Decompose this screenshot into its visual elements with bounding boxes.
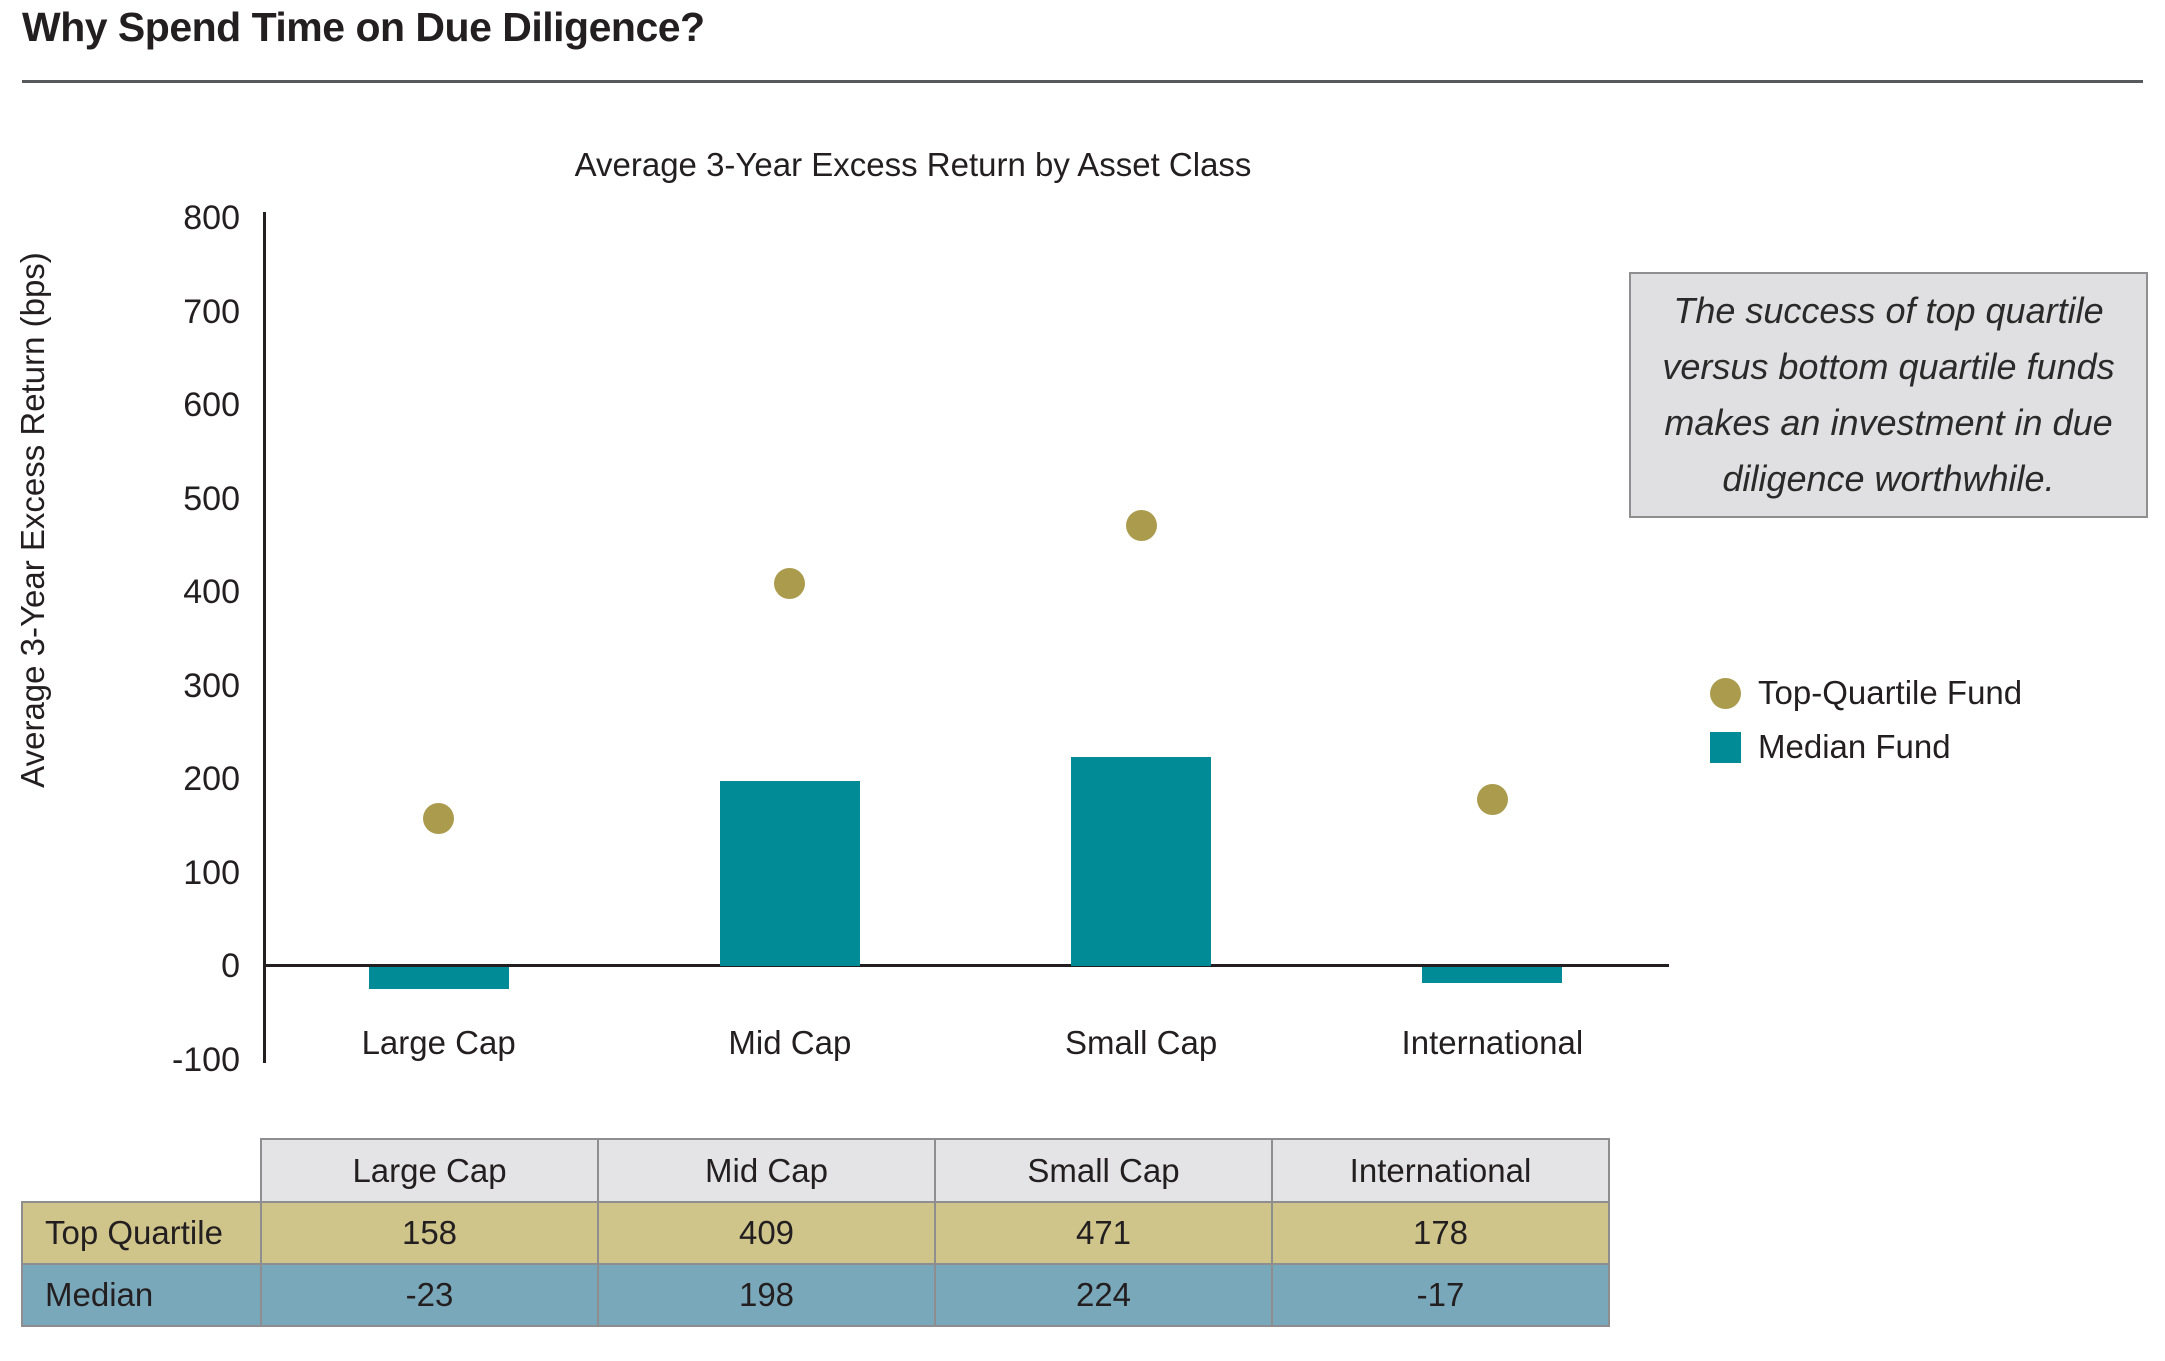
legend-label: Median Fund <box>1758 728 1951 765</box>
legend-circle-marker-icon <box>1710 677 1741 709</box>
legend-label: Top-Quartile Fund <box>1758 674 2023 711</box>
table-column-header-large-cap: Large Cap <box>260 1138 599 1203</box>
x-axis-label-international: International <box>1401 1024 1584 1061</box>
table-cell-top-quartile-mid-cap: 409 <box>597 1201 936 1265</box>
table-cell-top-quartile-international: 178 <box>1271 1201 1610 1265</box>
y-axis-tick-500: 500 <box>183 479 240 518</box>
y-axis-label: Average 3-Year Excess Return (bps) <box>14 252 51 788</box>
x-axis-zero-line <box>263 964 1669 967</box>
x-axis-label-small-cap: Small Cap <box>1065 1024 1218 1061</box>
table-cell-median-small-cap: 224 <box>934 1263 1273 1327</box>
y-axis-tick-0: 0 <box>221 947 240 985</box>
chart-title: Average 3-Year Excess Return by Asset Cl… <box>574 146 1252 183</box>
chart-legend: Top-Quartile Fund Median Fund <box>1710 674 2022 782</box>
x-axis-label-mid-cap: Mid Cap <box>728 1024 852 1061</box>
y-axis-tick-400: 400 <box>183 573 240 611</box>
bar-small-cap <box>1071 756 1212 966</box>
y-axis-line <box>263 212 266 1063</box>
page-title: Why Spend Time on Due Diligence? <box>22 4 705 50</box>
table-column-header-international: International <box>1271 1138 1610 1203</box>
y-axis-tick-200: 200 <box>183 760 240 798</box>
legend-square-marker-icon <box>1710 731 1741 763</box>
table-cell-median-mid-cap: 198 <box>597 1263 936 1327</box>
annotation-callout-box: The success of top quartile versus botto… <box>1629 272 2148 518</box>
legend-item-median-fund: Median Fund <box>1710 728 2022 766</box>
table-header-row: Large Cap Mid Cap Small Cap International <box>22 1138 1610 1203</box>
table-column-header-small-cap: Small Cap <box>934 1138 1273 1203</box>
table-row-label-top-quartile: Top Quartile <box>21 1201 262 1265</box>
table-row-label-median: Median <box>21 1263 262 1327</box>
dot-small-cap <box>1125 510 1157 542</box>
y-axis-tick-800: 800 <box>183 199 240 237</box>
x-axis-label-large-cap: Large Cap <box>361 1024 516 1061</box>
dot-international <box>1476 784 1508 816</box>
dot-large-cap <box>423 802 455 834</box>
table-cell-median-international: -17 <box>1271 1263 1610 1327</box>
y-axis-tick-300: 300 <box>183 666 240 705</box>
y-axis-tick-700: 700 <box>183 292 240 331</box>
table-row-top-quartile: Top Quartile 158 409 471 178 <box>21 1201 1610 1265</box>
data-table: Large Cap Mid Cap Small Cap International To… <box>21 1138 1610 1327</box>
bar-large-cap <box>368 967 509 989</box>
bar-international <box>1422 967 1563 983</box>
y-axis-tick-100: 100 <box>183 853 240 892</box>
y-axis-tick-600: 600 <box>183 386 240 424</box>
annotation-text: The success of top quartile versus botto… <box>1662 290 2115 499</box>
table-column-header-mid-cap: Mid Cap <box>597 1138 936 1203</box>
table-cell-top-quartile-small-cap: 471 <box>934 1201 1273 1265</box>
title-divider-rule <box>22 80 2143 83</box>
table-row-median: Median -23 198 224 -17 <box>21 1263 1610 1327</box>
dot-mid-cap <box>774 568 806 600</box>
bar-mid-cap <box>719 780 860 966</box>
table-cell-top-quartile-large-cap: 158 <box>260 1201 599 1265</box>
table-cell-median-large-cap: -23 <box>260 1263 599 1327</box>
legend-item-top-quartile-fund: Top-Quartile Fund <box>1710 674 2022 712</box>
table-corner-cell <box>22 1139 261 1202</box>
y-axis-tick--100: -100 <box>171 1040 240 1079</box>
